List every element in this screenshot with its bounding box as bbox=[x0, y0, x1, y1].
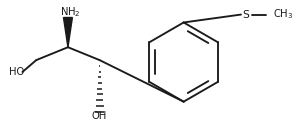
Text: HO: HO bbox=[9, 67, 24, 77]
Text: OH: OH bbox=[92, 111, 107, 121]
Text: CH$_3$: CH$_3$ bbox=[273, 8, 293, 21]
Text: NH$_2$: NH$_2$ bbox=[60, 5, 80, 18]
Text: S: S bbox=[242, 10, 249, 20]
Polygon shape bbox=[63, 18, 72, 47]
